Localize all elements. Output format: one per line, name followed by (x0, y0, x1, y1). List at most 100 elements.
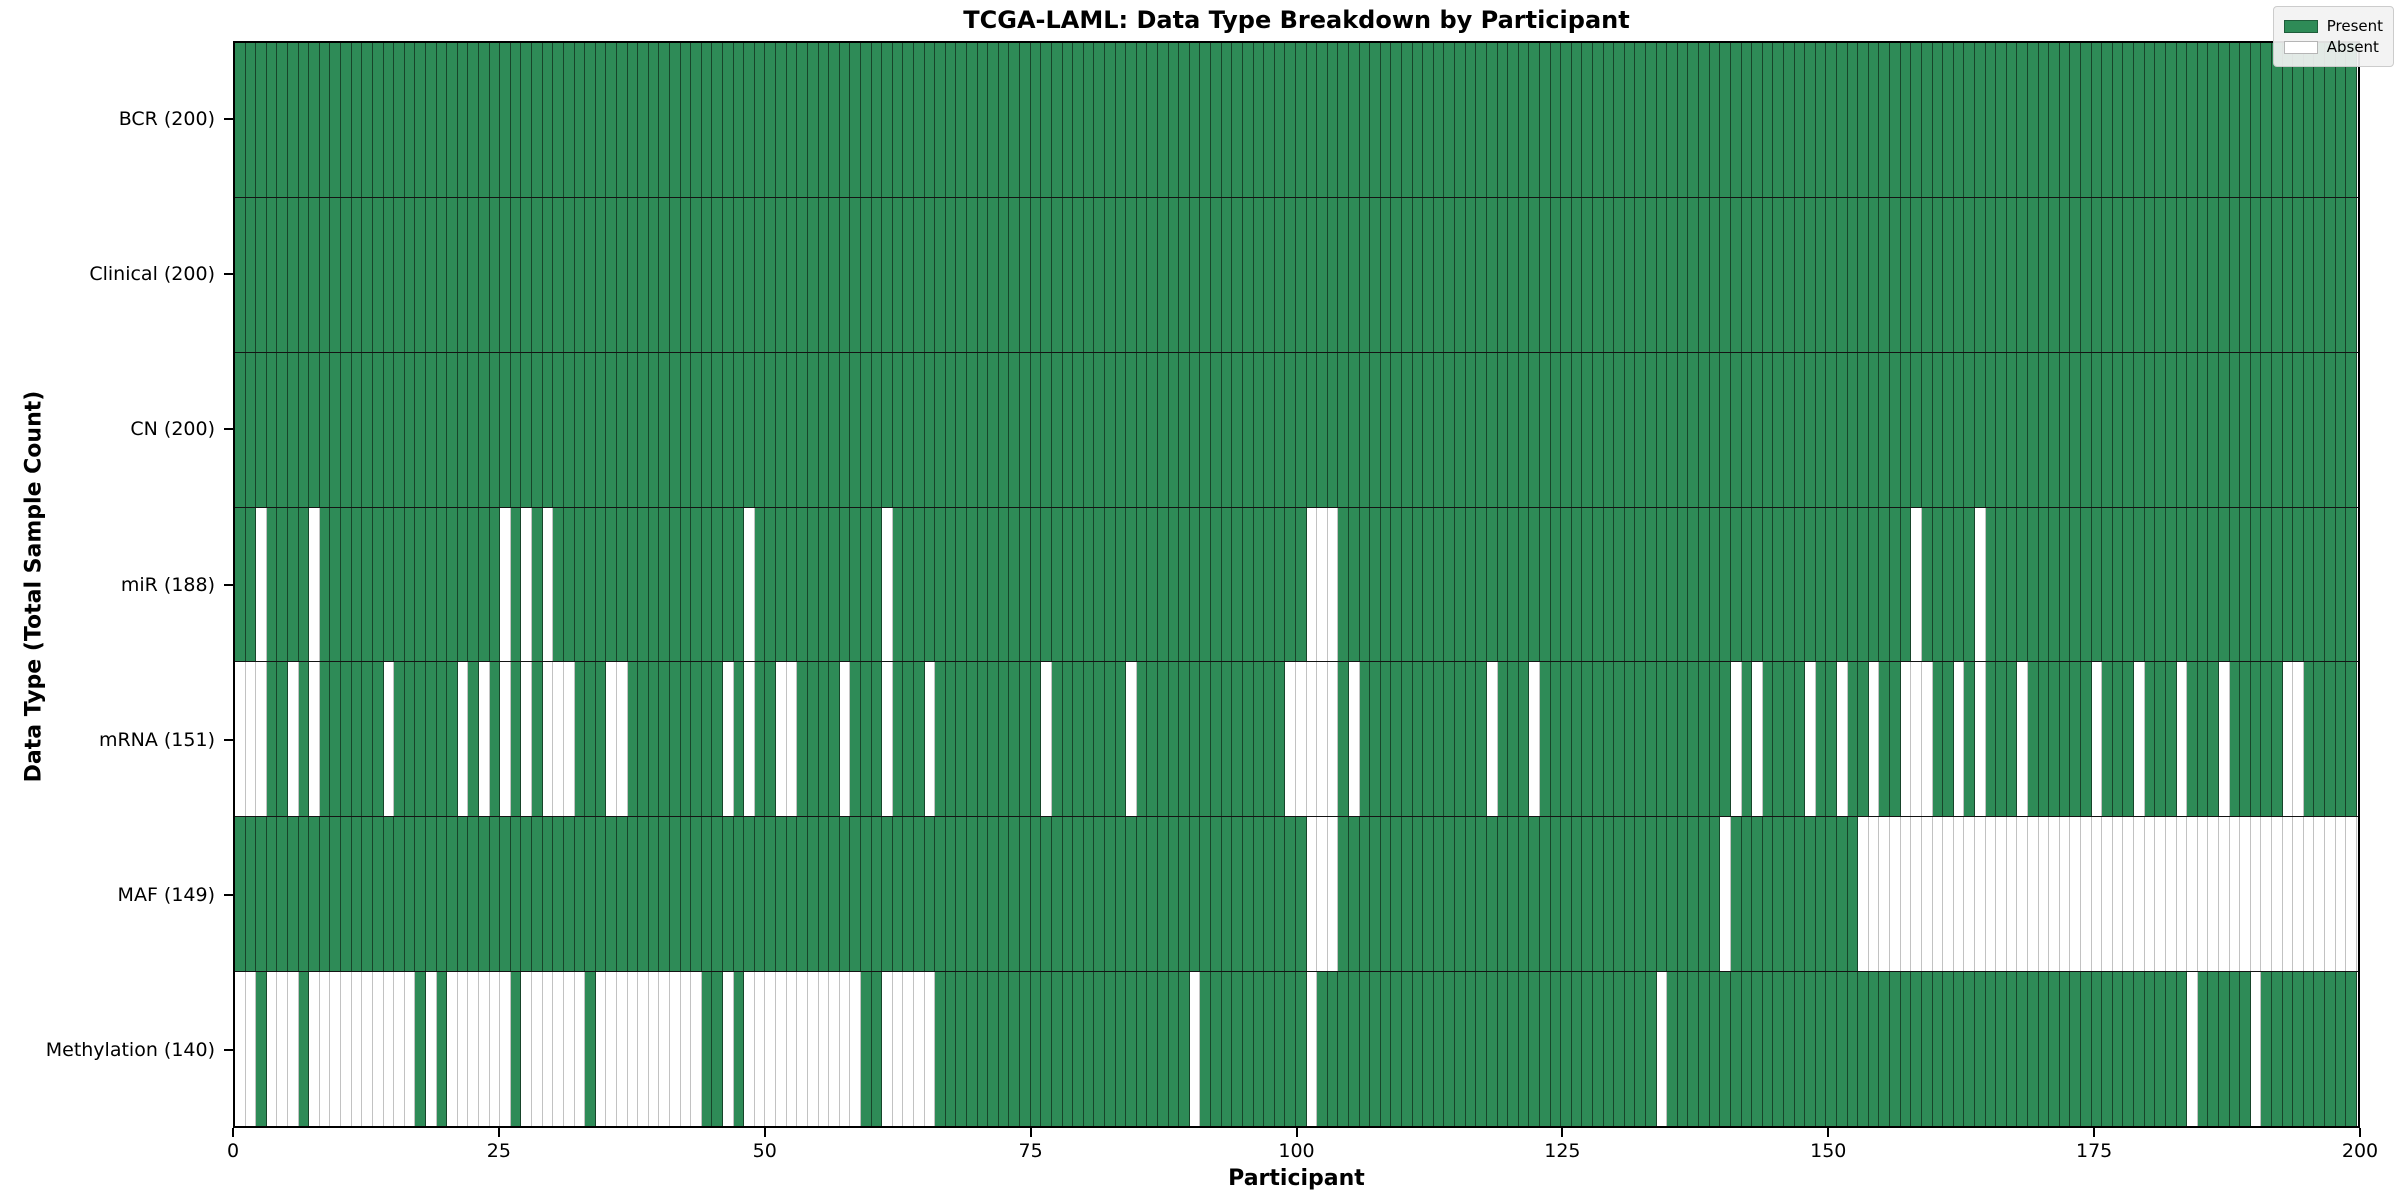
cell (1030, 352, 1042, 507)
cell (542, 507, 554, 662)
cell (330, 662, 342, 817)
cell (2314, 197, 2326, 352)
cell (457, 507, 469, 662)
cell (988, 43, 999, 197)
cell (1295, 43, 1307, 197)
cell (1752, 972, 1763, 1127)
cell (1020, 352, 1031, 507)
cell (1104, 43, 1116, 197)
cell (1815, 972, 1827, 1127)
cell (532, 352, 543, 507)
cell (2176, 817, 2188, 972)
cell (1943, 352, 1954, 507)
cell (2250, 352, 2262, 507)
cell (1009, 972, 1021, 1127)
cell (1264, 972, 1275, 1127)
cell (542, 43, 554, 197)
cell (627, 817, 639, 972)
cell (1868, 972, 1880, 1127)
cell (2049, 43, 2060, 197)
cell (574, 197, 586, 352)
cell (1179, 352, 1190, 507)
cell (807, 197, 819, 352)
cell (298, 972, 310, 1127)
cell (1211, 507, 1222, 662)
cell (1508, 43, 1519, 197)
cell (330, 197, 342, 352)
cell (1062, 197, 1074, 352)
cell (744, 817, 755, 972)
cell (2027, 972, 2039, 1127)
cell (2187, 662, 2198, 817)
cell (404, 817, 416, 972)
cell (510, 352, 522, 507)
cell (510, 662, 522, 817)
cell (1232, 662, 1243, 817)
cell (1868, 197, 1880, 352)
cell (1020, 972, 1031, 1127)
cell (1593, 197, 1604, 352)
cell (1455, 197, 1466, 352)
cell (1985, 817, 1997, 972)
cell (235, 662, 246, 817)
cell (1242, 817, 1254, 972)
cell (892, 352, 904, 507)
cell (1211, 817, 1222, 972)
cell (1062, 662, 1074, 817)
cell (309, 972, 320, 1127)
cell (1189, 817, 1201, 972)
cell (404, 972, 416, 1127)
cell (415, 662, 426, 817)
cell (1815, 662, 1827, 817)
cell (1985, 507, 1997, 662)
cell (2081, 197, 2092, 352)
cell (1158, 43, 1169, 197)
cell (1094, 43, 1105, 197)
cell (1571, 352, 1583, 507)
cell (871, 352, 883, 507)
cell (1646, 197, 1657, 352)
cell (1826, 43, 1838, 197)
cell (2070, 43, 2082, 197)
cell (1656, 662, 1668, 817)
cell (1826, 817, 1838, 972)
cell (1720, 817, 1731, 972)
cell (1253, 662, 1265, 817)
cell (1370, 197, 1381, 352)
cell (500, 817, 511, 972)
cell (1136, 817, 1148, 972)
cell (1115, 817, 1127, 972)
cell (404, 197, 416, 352)
cell (1699, 662, 1710, 817)
cell (2123, 197, 2135, 352)
cell (542, 352, 554, 507)
cell (2335, 662, 2347, 817)
cell (2325, 662, 2336, 817)
cell (1582, 507, 1593, 662)
cell (977, 197, 989, 352)
cell (1465, 507, 1477, 662)
cell (1211, 43, 1222, 197)
cell (341, 197, 352, 352)
cell (1147, 662, 1159, 817)
cell (1561, 507, 1572, 662)
cell (850, 662, 861, 817)
cell (1179, 43, 1190, 197)
cell (2314, 352, 2326, 507)
cell (1359, 972, 1371, 1127)
cell (924, 43, 936, 197)
cell (595, 817, 607, 972)
cell (468, 507, 480, 662)
cell (479, 817, 490, 972)
cell (680, 817, 692, 972)
cell (1847, 43, 1859, 197)
cell (892, 817, 904, 972)
cell (882, 817, 893, 972)
cell (362, 43, 373, 197)
cell (1423, 197, 1434, 352)
cell (2293, 43, 2304, 197)
cell (521, 662, 533, 817)
cell (288, 43, 299, 197)
cell (1688, 507, 1700, 662)
cell (256, 43, 267, 197)
